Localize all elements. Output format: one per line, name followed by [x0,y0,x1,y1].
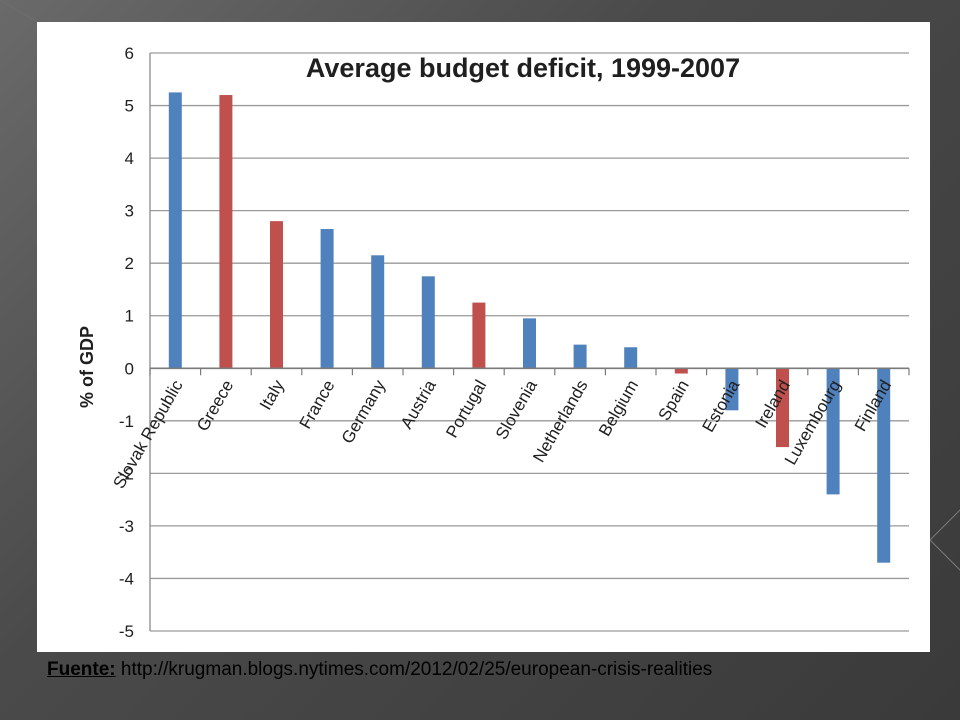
bar-austria [421,276,435,369]
bar-ireland [776,368,789,448]
y-tick-label: -1 [119,412,134,431]
x-tick-label: France [296,377,339,432]
bar-netherlands [573,344,587,369]
y-tick-label: 0 [125,359,134,378]
x-tick-label: Austria [397,376,440,432]
x-tick-label: Slovak Republic [109,376,187,491]
bar-portugal [472,302,486,369]
bar-slovak-republic [168,92,182,369]
x-tick-label: Belgium [595,377,642,440]
y-tick-label: -2 [119,464,134,483]
y-tick-label: 5 [125,97,134,116]
y-tick-label: 3 [125,202,134,221]
bar-belgium [624,347,638,369]
y-tick-label: 2 [125,254,134,273]
chart-title: Average budget deficit, 1999-2007 [306,53,740,83]
bar-france [320,229,334,369]
x-tick-label: Slovenia [492,376,541,442]
source-url[interactable]: http://krugman.blogs.nytimes.com/2012/02… [115,659,713,680]
y-tick-label: -5 [119,622,134,641]
y-axis-label: % of GDP [77,326,97,408]
bar-italy [270,221,283,369]
x-tick-label: Greece [193,377,237,435]
x-tick-label: Germany [338,376,390,446]
chart-panel: -5 -4 -3 -2 -1 0 1 2 3 4 5 6 Slovak Republic Greece I… [37,22,930,652]
bar-finland [877,368,891,563]
y-tick-label: -3 [119,517,134,536]
x-tick-label: Portugal [442,377,490,441]
source-caption: Fuente: http://krugman.blogs.nytimes.com… [47,657,907,683]
x-tick-label: Italy [256,376,288,413]
y-tick-label: -4 [119,569,134,588]
source-label: Fuente: [47,659,116,680]
y-tick-labels: -5 -4 -3 -2 -1 0 1 2 3 4 5 6 [119,44,134,641]
bar-slovenia [523,318,536,369]
x-tick-label: Spain [655,377,693,424]
bar-spain [674,368,688,374]
bar-estonia [725,368,739,411]
y-tick-label: 4 [125,149,134,168]
y-tick-label: 1 [125,307,134,326]
bar-greece [219,95,233,369]
y-tick-label: 6 [125,44,134,63]
bar-luxembourg [826,368,840,495]
bar-germany [371,255,385,369]
bar-chart: -5 -4 -3 -2 -1 0 1 2 3 4 5 6 Slovak Republic Greece I… [77,44,910,641]
bars [168,92,891,563]
axes [149,53,910,631]
